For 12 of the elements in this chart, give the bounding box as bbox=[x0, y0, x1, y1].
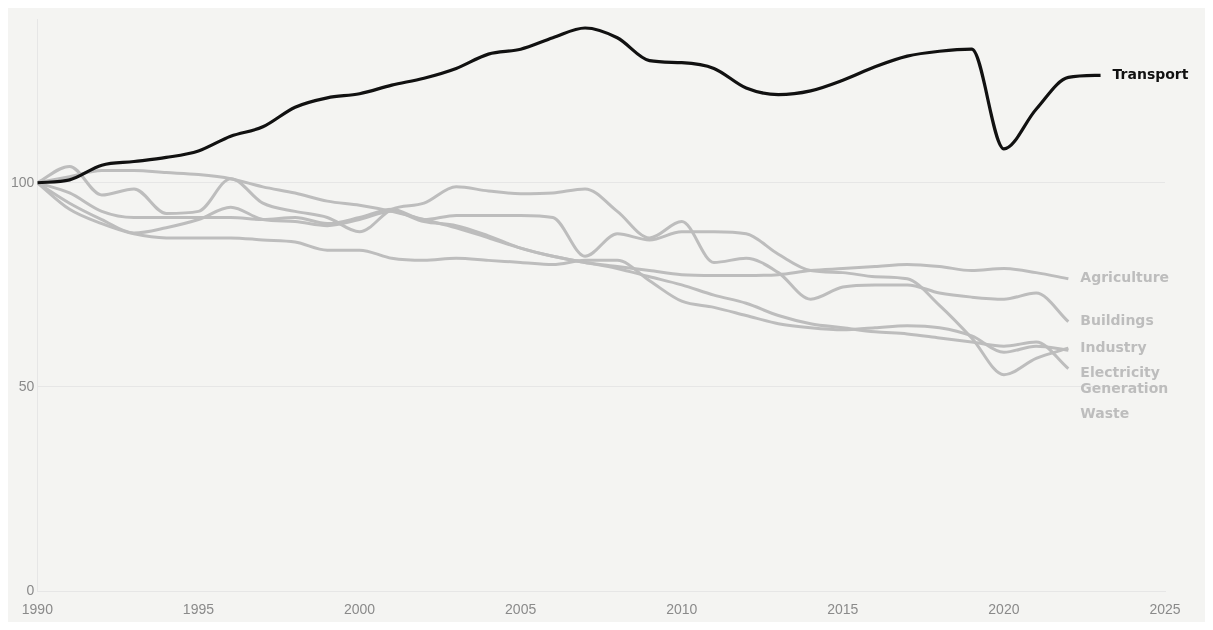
y-tick-label: 0 bbox=[26, 582, 35, 599]
series-label: Transport bbox=[1112, 66, 1189, 82]
x-tick-label: 2025 bbox=[1149, 601, 1181, 618]
x-tick-label: 2000 bbox=[343, 601, 376, 618]
x-tick-label: 2005 bbox=[505, 601, 537, 618]
x-tick-label: 1990 bbox=[21, 601, 54, 618]
y-tick-label: 50 bbox=[18, 377, 35, 394]
x-tick-label: 2010 bbox=[666, 601, 698, 618]
y-tick-label: 100 bbox=[11, 173, 35, 190]
x-tick-label: 2015 bbox=[827, 601, 859, 618]
x-tick-label: 1995 bbox=[182, 601, 215, 618]
x-tick-label: 2020 bbox=[988, 601, 1020, 618]
